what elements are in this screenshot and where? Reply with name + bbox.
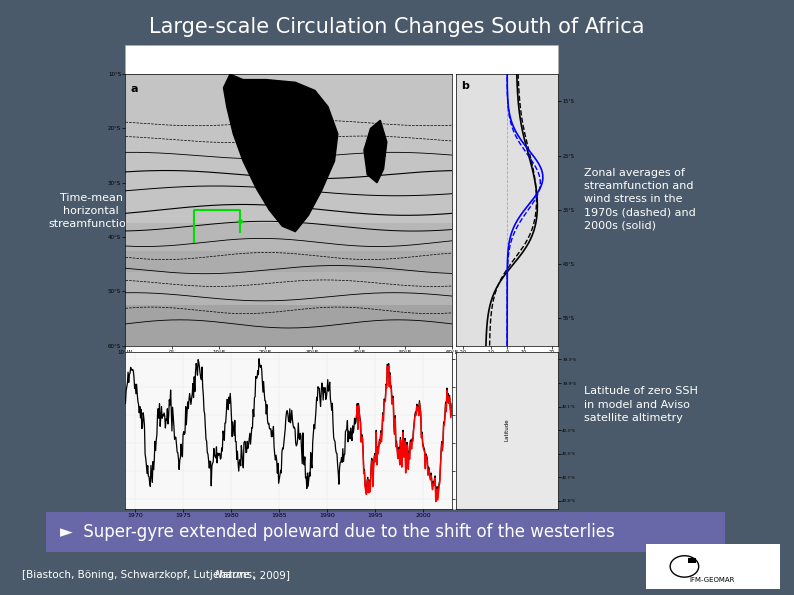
Bar bbox=[125, 273, 452, 305]
Polygon shape bbox=[223, 74, 337, 231]
Text: Nature: Nature bbox=[215, 571, 251, 580]
Polygon shape bbox=[364, 120, 387, 183]
Text: , 2009]: , 2009] bbox=[253, 571, 291, 580]
Bar bbox=[125, 224, 452, 250]
Text: Time-mean
horizontal
streamfunction: Time-mean horizontal streamfunction bbox=[49, 193, 133, 230]
Polygon shape bbox=[272, 191, 279, 202]
Text: ►  Super-gyre extended poleward due to the shift of the westerlies: ► Super-gyre extended poleward due to th… bbox=[60, 523, 615, 541]
Bar bbox=[688, 558, 696, 563]
Text: b: b bbox=[461, 81, 469, 91]
Text: Zonal averages of
streamfunction and
wind stress in the
1970s (dashed) and
2000s: Zonal averages of streamfunction and win… bbox=[584, 168, 696, 231]
Text: Latitude: Latitude bbox=[505, 419, 510, 441]
Text: IFM-GEOMAR: IFM-GEOMAR bbox=[689, 577, 735, 583]
Bar bbox=[125, 74, 452, 224]
Text: [Biastoch, Böning, Schwarzkopf, Lutjeharms;: [Biastoch, Böning, Schwarzkopf, Lutjehar… bbox=[22, 571, 259, 580]
Bar bbox=[125, 250, 452, 273]
Bar bbox=[46, 512, 725, 552]
Bar bbox=[125, 45, 558, 509]
Text: Latitude of zero SSH
in model and Aviso
satellite altimetry: Latitude of zero SSH in model and Aviso … bbox=[584, 386, 697, 423]
Text: a: a bbox=[130, 84, 138, 93]
Bar bbox=[125, 305, 452, 346]
Text: Large-scale Circulation Changes South of Africa: Large-scale Circulation Changes South of… bbox=[149, 17, 645, 37]
Bar bbox=[646, 544, 780, 589]
